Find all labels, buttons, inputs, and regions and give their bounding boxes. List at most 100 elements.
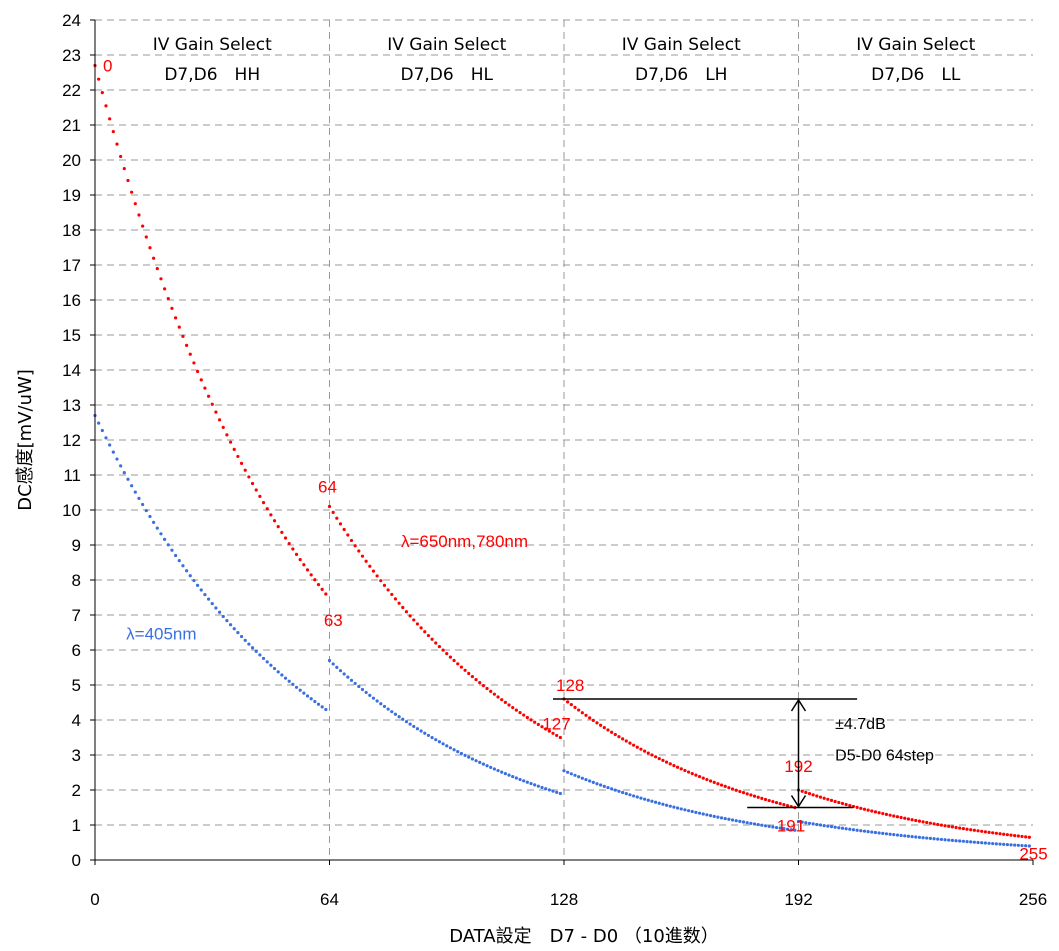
data-point: [474, 759, 478, 763]
data-point: [331, 662, 335, 666]
data-point: [569, 772, 573, 776]
data-point: [855, 805, 859, 809]
data-point: [712, 814, 716, 818]
data-point: [730, 818, 735, 822]
data-point: [302, 563, 306, 567]
data-point: [298, 688, 302, 692]
data-point: [679, 767, 683, 771]
data-point: [749, 821, 753, 825]
data-point: [481, 683, 485, 688]
data-point: [152, 256, 156, 260]
data-point: [954, 825, 958, 830]
data-point: [730, 787, 735, 791]
data-point: [276, 670, 280, 674]
data-point: [906, 834, 911, 838]
data-point: [338, 522, 343, 526]
data-point: [866, 808, 870, 812]
data-point: [580, 776, 584, 780]
data-point: [492, 692, 496, 696]
data-point: [987, 841, 991, 845]
data-point: [316, 702, 321, 706]
data-point: [661, 758, 665, 763]
data-point: [423, 731, 427, 735]
data-point: [335, 516, 339, 520]
data-point: [272, 519, 277, 523]
data-point: [752, 822, 757, 826]
data-point: [983, 830, 987, 834]
data-point: [686, 809, 691, 813]
data-point: [822, 796, 826, 800]
data-point: [254, 488, 258, 492]
data-point: [199, 378, 203, 382]
data-point: [320, 587, 324, 591]
data-point: [756, 795, 760, 799]
data-point: [533, 783, 537, 787]
data-point: [232, 447, 236, 451]
data-point: [719, 816, 724, 820]
data-point: [584, 778, 588, 782]
data-point: [741, 791, 746, 795]
data-point: [1020, 834, 1024, 839]
data-point: [390, 592, 394, 597]
data-point: [639, 796, 643, 800]
data-point: [617, 735, 621, 739]
data-point: [888, 813, 892, 817]
data-point: [324, 707, 328, 712]
data-point: [155, 526, 159, 530]
data-point: [503, 772, 507, 776]
data-point: [760, 823, 764, 827]
data-point: [163, 537, 167, 541]
data-point: [547, 788, 551, 792]
data-point: [408, 614, 412, 618]
data-point: [302, 691, 306, 695]
region-label-title: IV Gain Select: [622, 35, 741, 55]
data-point: [258, 653, 262, 657]
data-point: [1005, 842, 1009, 847]
data-point: [650, 799, 654, 803]
data-point: [232, 627, 236, 631]
data-point: [862, 807, 867, 811]
data-point: [412, 724, 416, 729]
data-point: [712, 780, 716, 784]
data-point: [723, 816, 727, 821]
region-label-title: IV Gain Select: [856, 35, 975, 55]
data-point: [965, 840, 969, 844]
data-point: [144, 235, 148, 239]
data-point: [111, 129, 115, 134]
data-point: [265, 507, 269, 511]
region-label-gain: D7,D6 LH: [635, 65, 727, 85]
data-point: [115, 142, 119, 146]
region-label-title: IV Gain Select: [153, 35, 272, 55]
data-point: [445, 744, 449, 748]
point-label: 255: [1019, 844, 1047, 863]
data-point: [690, 809, 694, 814]
data-point: [683, 808, 687, 812]
data-point: [225, 619, 229, 623]
data-point: [555, 733, 559, 738]
data-point: [375, 699, 379, 703]
data-point: [199, 588, 203, 592]
data-point: [914, 835, 918, 839]
data-point: [965, 827, 969, 831]
data-point: [100, 428, 104, 433]
data-point: [800, 789, 804, 793]
data-point: [221, 614, 225, 619]
data-point: [305, 568, 310, 572]
data-point: [111, 450, 115, 454]
x-tick-label: 0: [90, 890, 99, 909]
data-point: [225, 433, 229, 437]
data-point: [613, 732, 617, 737]
data-point: [855, 828, 859, 832]
data-point: [327, 658, 332, 663]
y-tick-label: 23: [62, 46, 81, 65]
data-point: [489, 689, 493, 693]
data-point: [1020, 843, 1024, 848]
data-point: [243, 468, 247, 472]
data-point: [987, 830, 991, 834]
data-point: [881, 811, 885, 816]
data-point: [741, 820, 746, 824]
data-point: [177, 325, 181, 329]
data-point: [679, 807, 683, 811]
data-point: [1002, 832, 1006, 836]
data-point: [489, 765, 493, 769]
